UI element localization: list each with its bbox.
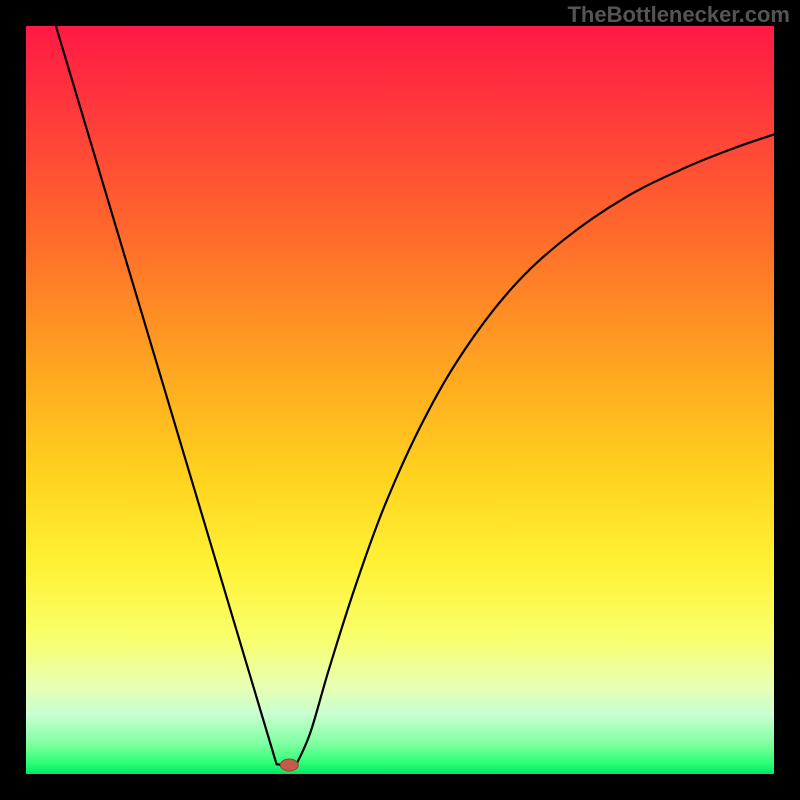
optimal-point-marker <box>280 759 298 771</box>
watermark-text: TheBottlenecker.com <box>567 2 790 28</box>
chart-background <box>26 26 774 774</box>
bottleneck-chart <box>26 26 774 774</box>
